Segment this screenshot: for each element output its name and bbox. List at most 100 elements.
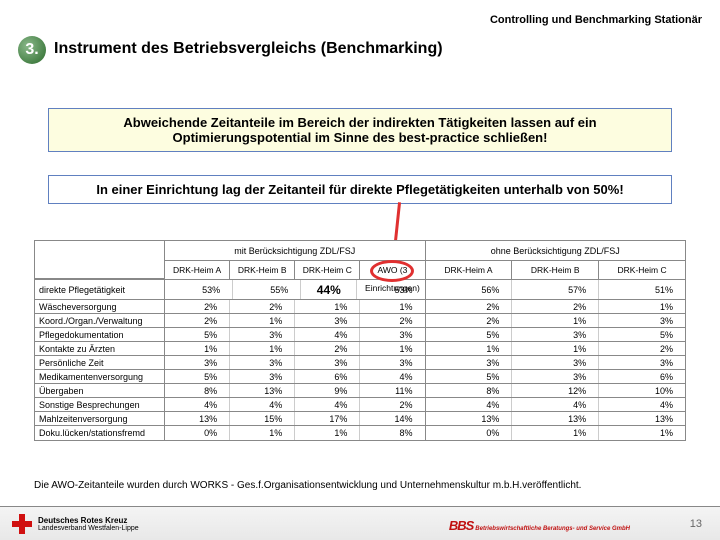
col-header: DRK-Heim B bbox=[230, 261, 295, 279]
table-cell: 2% bbox=[165, 314, 230, 327]
table-cell: 56% bbox=[426, 280, 513, 299]
table-cell: 3% bbox=[230, 328, 295, 341]
table-cell: 3% bbox=[360, 328, 424, 341]
row-label: Wäscheversorgung bbox=[35, 300, 165, 313]
table-cell: 5% bbox=[426, 370, 513, 383]
table-cell: 14% bbox=[360, 412, 424, 425]
group-header-right: ohne Berücksichtigung ZDL/FSJ bbox=[426, 241, 686, 261]
table-cell: 3% bbox=[599, 356, 685, 369]
table-row: Kontakte zu Ärzten1%1%2%1%1%1%2% bbox=[35, 342, 685, 356]
row-label: Persönliche Zeit bbox=[35, 356, 165, 369]
zeitanteile-table: mit Berücksichtigung ZDL/FSJ DRK-Heim AD… bbox=[34, 240, 686, 441]
table-cell: 1% bbox=[295, 426, 360, 440]
table-cell: 4% bbox=[295, 328, 360, 341]
table-row: Persönliche Zeit3%3%3%3%3%3%3% bbox=[35, 356, 685, 370]
table-cell: 2% bbox=[360, 314, 424, 327]
table-cell: 3% bbox=[230, 356, 295, 369]
table-cell: 10% bbox=[599, 384, 685, 397]
table-row: Koord./Organ./Verwaltung2%1%3%2%2%1%3% bbox=[35, 314, 685, 328]
table-cell: 5% bbox=[165, 370, 230, 383]
table-cell: 3% bbox=[230, 370, 295, 383]
table-cell: 4% bbox=[165, 398, 230, 411]
table-cell: 12% bbox=[512, 384, 599, 397]
bbs-initials: BBS bbox=[449, 518, 473, 533]
table-cell: 3% bbox=[512, 370, 599, 383]
table-cell: 1% bbox=[295, 300, 360, 313]
table-row: Sonstige Besprechungen4%4%4%2%4%4%4% bbox=[35, 398, 685, 412]
table-cell: 5% bbox=[599, 328, 685, 341]
bbs-subtitle: Betriebswirtschaftliche Beratungs- und S… bbox=[475, 526, 630, 532]
table-cell: 3% bbox=[512, 328, 599, 341]
table-cell: 51% bbox=[599, 280, 685, 299]
table-cell: 2% bbox=[426, 314, 513, 327]
table-cell: 3% bbox=[295, 314, 360, 327]
table-cell: 3% bbox=[295, 356, 360, 369]
footnote: Die AWO-Zeitanteile wurden durch WORKS -… bbox=[34, 479, 581, 492]
table-row: Doku.lücken/stationsfremd0%1%1%8%0%1%1% bbox=[35, 426, 685, 440]
table-row: Pflegedokumentation5%3%4%3%5%3%5% bbox=[35, 328, 685, 342]
table-cell: 2% bbox=[599, 342, 685, 355]
col-header: AWO (3 Einrichtungen) bbox=[360, 261, 424, 279]
table-cell: 6% bbox=[599, 370, 685, 383]
table-row: Übergaben8%13%9%11%8%12%10% bbox=[35, 384, 685, 398]
footer-left-line2: Landesverband Westfalen-Lippe bbox=[38, 525, 139, 532]
table-cell: 53% bbox=[165, 280, 233, 299]
drk-logo: Deutsches Rotes Kreuz Landesverband West… bbox=[12, 514, 139, 534]
table-cell: 1% bbox=[599, 300, 685, 313]
table-cell: 13% bbox=[165, 412, 230, 425]
table-row: Wäscheversorgung2%2%1%1%2%2%1% bbox=[35, 300, 685, 314]
red-cross-icon bbox=[12, 514, 32, 534]
table-cell: 1% bbox=[230, 314, 295, 327]
table-row: direkte Pflegetätigkeit53%55%44%53%56%57… bbox=[35, 280, 685, 300]
table-cell: 3% bbox=[426, 356, 513, 369]
footer-left-line1: Deutsches Rotes Kreuz bbox=[38, 516, 139, 525]
table-cell: 1% bbox=[599, 426, 685, 440]
row-label: direkte Pflegetätigkeit bbox=[35, 280, 165, 299]
row-label: Koord./Organ./Verwaltung bbox=[35, 314, 165, 327]
col-header: DRK-Heim C bbox=[295, 261, 360, 279]
callout-optimierung: Abweichende Zeitanteile im Bereich der i… bbox=[48, 108, 672, 152]
table-cell: 13% bbox=[512, 412, 599, 425]
table-cell: 8% bbox=[360, 426, 424, 440]
row-label: Doku.lücken/stationsfremd bbox=[35, 426, 165, 440]
table-cell: 53% bbox=[357, 280, 424, 299]
col-header: DRK-Heim B bbox=[512, 261, 599, 279]
section-title: Instrument des Betriebsvergleichs (Bench… bbox=[54, 40, 443, 58]
table-cell: 5% bbox=[426, 328, 513, 341]
table-cell: 1% bbox=[426, 342, 513, 355]
bbs-logo: BBS Betriebswirtschaftliche Beratungs- u… bbox=[449, 519, 630, 532]
table-cell: 1% bbox=[512, 426, 599, 440]
table-cell: 8% bbox=[165, 384, 230, 397]
table-cell: 11% bbox=[360, 384, 424, 397]
table-cell: 3% bbox=[360, 356, 424, 369]
table-cell: 2% bbox=[512, 300, 599, 313]
table-cell: 3% bbox=[165, 356, 230, 369]
table-cell: 55% bbox=[233, 280, 301, 299]
footer: Deutsches Rotes Kreuz Landesverband West… bbox=[0, 506, 720, 540]
row-label: Mahlzeitenversorgung bbox=[35, 412, 165, 425]
table-cell: 2% bbox=[230, 300, 295, 313]
table-cell: 2% bbox=[426, 300, 513, 313]
table-cell: 4% bbox=[295, 398, 360, 411]
row-label: Kontakte zu Ärzten bbox=[35, 342, 165, 355]
table-cell: 5% bbox=[165, 328, 230, 341]
table-cell: 4% bbox=[426, 398, 513, 411]
row-label: Sonstige Besprechungen bbox=[35, 398, 165, 411]
table-cell: 13% bbox=[426, 412, 513, 425]
table-cell: 4% bbox=[512, 398, 599, 411]
table-cell: 6% bbox=[295, 370, 360, 383]
table-row: Medikamentenversorgung5%3%6%4%5%3%6% bbox=[35, 370, 685, 384]
table-cell: 3% bbox=[599, 314, 685, 327]
table-cell: 1% bbox=[230, 426, 295, 440]
table-cell: 2% bbox=[295, 342, 360, 355]
table-cell: 2% bbox=[360, 398, 424, 411]
table-row: Mahlzeitenversorgung13%15%17%14%13%13%13… bbox=[35, 412, 685, 426]
row-label: Übergaben bbox=[35, 384, 165, 397]
table-cell: 0% bbox=[165, 426, 230, 440]
page-number: 13 bbox=[690, 518, 702, 530]
table-cell: 3% bbox=[512, 356, 599, 369]
table-cell: 1% bbox=[512, 314, 599, 327]
table-cell: 4% bbox=[230, 398, 295, 411]
row-label: Pflegedokumentation bbox=[35, 328, 165, 341]
group-header-left: mit Berücksichtigung ZDL/FSJ bbox=[165, 241, 425, 261]
